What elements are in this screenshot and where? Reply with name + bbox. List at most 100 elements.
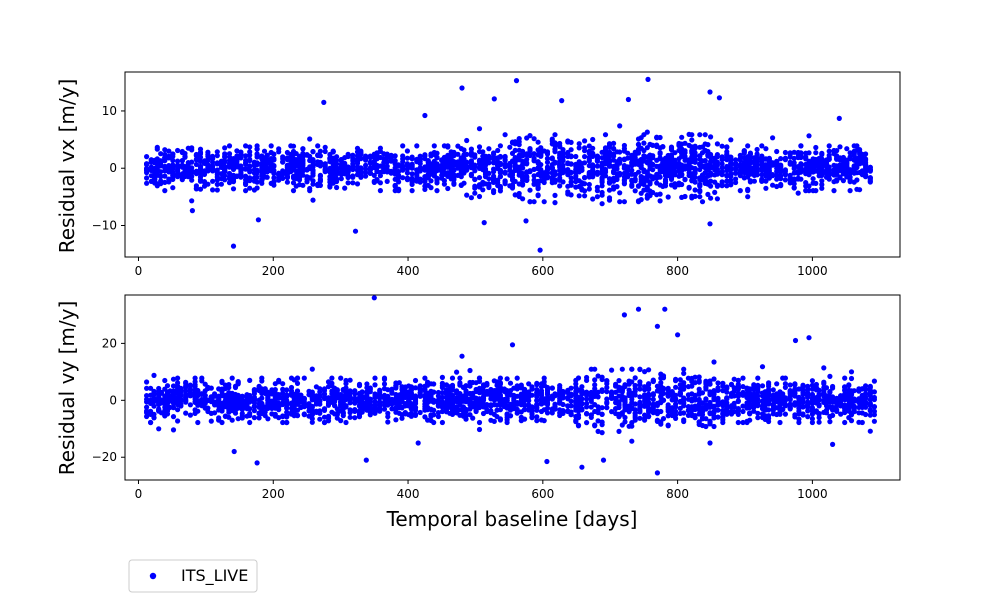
- data-point: [280, 156, 286, 162]
- data-point: [535, 185, 541, 191]
- data-point: [435, 389, 441, 396]
- data-point: [632, 375, 638, 381]
- data-point: [256, 415, 262, 421]
- data-point: [468, 146, 474, 152]
- data-point: [516, 190, 522, 197]
- data-point: [343, 385, 349, 391]
- data-point: [787, 177, 793, 183]
- data-point: [187, 412, 193, 418]
- data-point: [199, 375, 205, 381]
- data-point: [472, 176, 478, 182]
- data-point: [638, 162, 644, 168]
- data-point: [629, 438, 635, 444]
- data-point: [170, 427, 177, 433]
- data-point: [673, 408, 679, 414]
- data-point: [844, 146, 850, 152]
- data-point: [681, 383, 687, 389]
- data-point: [247, 152, 253, 158]
- data-point: [317, 401, 323, 407]
- data-point: [170, 383, 177, 389]
- data-point: [584, 377, 590, 383]
- data-point: [582, 181, 588, 187]
- data-point: [377, 173, 383, 179]
- data-point: [602, 132, 609, 138]
- data-point: [219, 419, 225, 426]
- data-point: [837, 174, 843, 180]
- data-point: [377, 392, 383, 398]
- data-point: [582, 138, 588, 144]
- data-point: [197, 186, 204, 192]
- data-point: [792, 381, 798, 387]
- data-point: [280, 386, 286, 392]
- data-point: [192, 375, 198, 381]
- data-point: [672, 164, 678, 171]
- data-point: [520, 158, 526, 164]
- data-point: [367, 170, 373, 176]
- data-point: [714, 182, 721, 188]
- data-point: [502, 132, 508, 138]
- data-point: [377, 387, 383, 393]
- data-point: [813, 180, 819, 186]
- data-point: [665, 194, 671, 200]
- data-point: [497, 154, 503, 160]
- data-point: [321, 387, 328, 394]
- data-point: [195, 402, 201, 408]
- data-point: [594, 194, 601, 200]
- data-point: [195, 388, 201, 394]
- x-tick-label: 400: [397, 264, 420, 278]
- data-point: [247, 406, 253, 412]
- data-point: [673, 376, 679, 382]
- data-point: [338, 176, 344, 182]
- data-point: [343, 419, 349, 426]
- data-point: [584, 391, 590, 397]
- data-point: [334, 387, 340, 393]
- data-point: [766, 407, 772, 413]
- data-point: [747, 165, 754, 171]
- data-point: [502, 179, 508, 185]
- data-point: [763, 178, 769, 184]
- data-point: [480, 149, 486, 155]
- data-point: [724, 178, 730, 184]
- data-point: [657, 134, 663, 141]
- data-point: [766, 418, 772, 425]
- data-point: [586, 181, 592, 188]
- data-point: [809, 378, 816, 384]
- data-point: [414, 173, 420, 179]
- data-point: [484, 403, 490, 409]
- data-point: [243, 153, 249, 159]
- data-point: [629, 423, 635, 429]
- data-point: [210, 187, 216, 193]
- data-point: [534, 391, 540, 397]
- data-point: [692, 143, 698, 149]
- data-point: [512, 147, 518, 153]
- data-point: [673, 404, 679, 410]
- data-point: [230, 243, 237, 249]
- data-point: [334, 157, 340, 163]
- data-point: [520, 182, 526, 188]
- data-point: [481, 220, 487, 226]
- data-point: [602, 152, 609, 158]
- data-point: [523, 218, 529, 224]
- data-point: [650, 142, 656, 148]
- data-point: [657, 191, 663, 197]
- data-point: [531, 181, 537, 187]
- data-point: [486, 183, 492, 189]
- data-point: [329, 375, 335, 381]
- data-point: [826, 164, 832, 170]
- data-point: [599, 374, 605, 380]
- data-point: [708, 183, 714, 189]
- data-point: [527, 199, 533, 205]
- data-point: [509, 172, 516, 178]
- data-point: [367, 412, 373, 418]
- data-point: [689, 132, 695, 138]
- data-point: [782, 411, 789, 417]
- data-point: [774, 381, 780, 387]
- data-point: [755, 403, 761, 409]
- data-point: [463, 406, 469, 412]
- data-point: [439, 419, 445, 426]
- data-point: [590, 150, 596, 156]
- data-point: [247, 392, 253, 399]
- data-point: [728, 165, 734, 171]
- data-point: [449, 382, 456, 388]
- data-point: [439, 399, 445, 405]
